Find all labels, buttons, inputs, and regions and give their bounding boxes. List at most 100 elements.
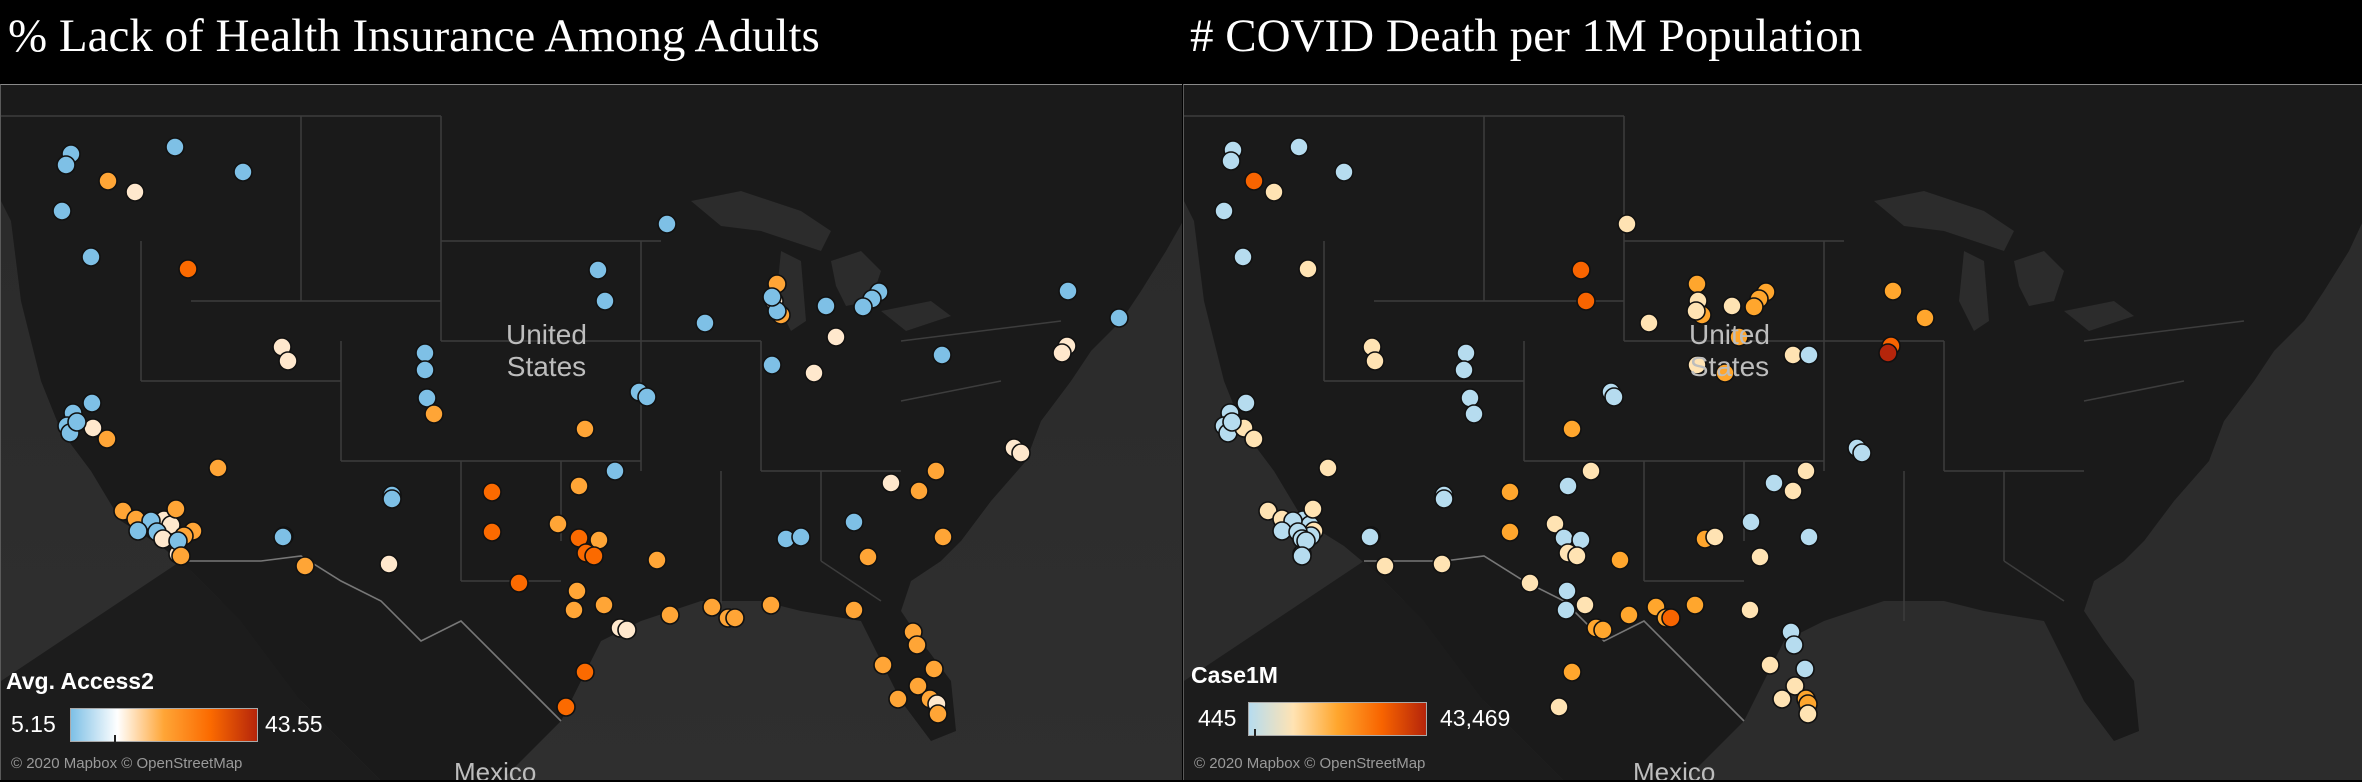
city-marker[interactable]: [1576, 291, 1596, 311]
city-marker[interactable]: [1500, 522, 1520, 542]
city-marker[interactable]: [233, 162, 253, 182]
city-marker[interactable]: [1715, 363, 1735, 383]
city-marker[interactable]: [98, 171, 118, 191]
city-marker[interactable]: [564, 600, 584, 620]
city-marker[interactable]: [1109, 308, 1129, 328]
city-marker[interactable]: [1052, 343, 1072, 363]
city-marker[interactable]: [1661, 608, 1681, 628]
city-marker[interactable]: [1500, 482, 1520, 502]
city-marker[interactable]: [1432, 554, 1452, 574]
city-marker[interactable]: [165, 137, 185, 157]
city-marker[interactable]: [1883, 281, 1903, 301]
city-marker[interactable]: [1520, 573, 1540, 593]
city-marker[interactable]: [1744, 297, 1764, 317]
city-marker[interactable]: [273, 527, 293, 547]
city-marker[interactable]: [1729, 327, 1749, 347]
city-marker[interactable]: [1303, 499, 1323, 519]
city-marker[interactable]: [1604, 387, 1624, 407]
city-marker[interactable]: [1292, 546, 1312, 566]
city-marker[interactable]: [816, 296, 836, 316]
city-marker[interactable]: [647, 550, 667, 570]
city-marker[interactable]: [1852, 443, 1872, 463]
city-marker[interactable]: [1796, 461, 1816, 481]
city-marker[interactable]: [415, 343, 435, 363]
city-marker[interactable]: [1593, 620, 1613, 640]
city-marker[interactable]: [128, 521, 148, 541]
city-marker[interactable]: [208, 458, 228, 478]
city-marker[interactable]: [382, 489, 402, 509]
city-marker[interactable]: [567, 581, 587, 601]
city-marker[interactable]: [725, 608, 745, 628]
city-marker[interactable]: [482, 522, 502, 542]
city-marker[interactable]: [1375, 556, 1395, 576]
city-marker[interactable]: [1575, 595, 1595, 615]
map-canvas[interactable]: United States Mexico Avg. Access2 5.15 4…: [0, 84, 1182, 780]
city-marker[interactable]: [52, 201, 72, 221]
map-canvas[interactable]: United States Mexico Case1M 445 43,469 ©…: [1183, 84, 2362, 780]
city-marker[interactable]: [1617, 214, 1637, 234]
city-marker[interactable]: [605, 461, 625, 481]
city-marker[interactable]: [1058, 281, 1078, 301]
city-marker[interactable]: [166, 499, 186, 519]
city-marker[interactable]: [1764, 473, 1784, 493]
city-marker[interactable]: [482, 482, 502, 502]
city-marker[interactable]: [1233, 247, 1253, 267]
city-marker[interactable]: [1562, 662, 1582, 682]
city-marker[interactable]: [873, 655, 893, 675]
city-marker[interactable]: [594, 595, 614, 615]
city-marker[interactable]: [1772, 689, 1792, 709]
city-marker[interactable]: [881, 473, 901, 493]
city-marker[interactable]: [1783, 481, 1803, 501]
city-marker[interactable]: [1795, 659, 1815, 679]
city-marker[interactable]: [1686, 301, 1706, 321]
city-marker[interactable]: [1799, 345, 1819, 365]
city-marker[interactable]: [907, 635, 927, 655]
city-marker[interactable]: [1741, 512, 1761, 532]
city-marker[interactable]: [1434, 489, 1454, 509]
city-marker[interactable]: [67, 412, 87, 432]
city-marker[interactable]: [761, 595, 781, 615]
city-marker[interactable]: [909, 481, 929, 501]
city-marker[interactable]: [908, 676, 928, 696]
city-marker[interactable]: [97, 429, 117, 449]
city-marker[interactable]: [762, 355, 782, 375]
city-marker[interactable]: [1365, 351, 1385, 371]
city-marker[interactable]: [1557, 581, 1577, 601]
city-marker[interactable]: [928, 704, 948, 724]
city-marker[interactable]: [1214, 201, 1234, 221]
city-marker[interactable]: [178, 259, 198, 279]
city-marker[interactable]: [804, 363, 824, 383]
city-marker[interactable]: [637, 387, 657, 407]
city-marker[interactable]: [1619, 605, 1639, 625]
city-marker[interactable]: [926, 461, 946, 481]
city-marker[interactable]: [1785, 676, 1805, 696]
city-marker[interactable]: [1687, 274, 1707, 294]
city-marker[interactable]: [1915, 308, 1935, 328]
city-marker[interactable]: [1740, 600, 1760, 620]
city-marker[interactable]: [1558, 476, 1578, 496]
city-marker[interactable]: [888, 689, 908, 709]
city-marker[interactable]: [1454, 360, 1474, 380]
city-marker[interactable]: [171, 546, 191, 566]
city-marker[interactable]: [1222, 412, 1242, 432]
city-marker[interactable]: [1571, 260, 1591, 280]
city-marker[interactable]: [1581, 461, 1601, 481]
city-marker[interactable]: [1784, 635, 1804, 655]
city-marker[interactable]: [1011, 443, 1031, 463]
city-marker[interactable]: [1298, 259, 1318, 279]
city-marker[interactable]: [1687, 355, 1707, 375]
city-marker[interactable]: [575, 662, 595, 682]
city-marker[interactable]: [1562, 419, 1582, 439]
city-marker[interactable]: [695, 313, 715, 333]
city-marker[interactable]: [295, 556, 315, 576]
city-marker[interactable]: [853, 297, 873, 317]
city-marker[interactable]: [1878, 343, 1898, 363]
map-attribution[interactable]: © 2020 Mapbox © OpenStreetMap: [1194, 755, 1426, 772]
city-marker[interactable]: [791, 527, 811, 547]
city-marker[interactable]: [584, 546, 604, 566]
city-marker[interactable]: [1460, 388, 1480, 408]
city-marker[interactable]: [1549, 697, 1569, 717]
city-marker[interactable]: [1750, 547, 1770, 567]
city-marker[interactable]: [1244, 429, 1264, 449]
city-marker[interactable]: [82, 393, 102, 413]
